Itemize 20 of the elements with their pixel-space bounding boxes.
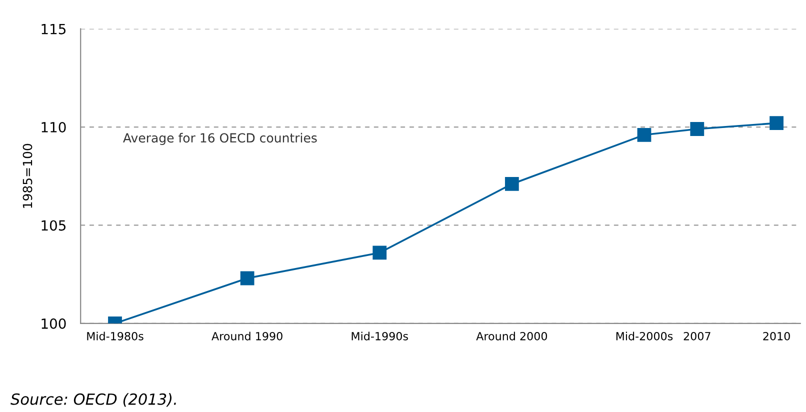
x-tick-label: 2007 — [684, 332, 710, 340]
x-tick-label: Around 1990 — [212, 332, 282, 340]
point — [770, 116, 784, 130]
x-tick-label: Mid-1990s — [352, 332, 408, 340]
y-axis-title: 1985=100 — [22, 144, 32, 208]
y-tick-label: 100 — [42, 318, 66, 329]
x-tick-label: Mid-2000s — [616, 332, 673, 340]
point — [690, 122, 704, 136]
point — [372, 246, 387, 260]
y-tick-label: 110 — [42, 122, 66, 133]
x-tick-label: Mid-1980s — [87, 332, 144, 340]
source-note: Source: OECD (2013). — [10, 393, 176, 407]
x-tick-label: 2010 — [763, 332, 790, 340]
text: Average for 16 OECD countries — [123, 132, 317, 146]
y-tick-label: 115 — [42, 24, 66, 34]
point — [637, 128, 652, 142]
point — [240, 271, 254, 286]
x-tick-label: Around 2000 — [476, 332, 548, 340]
y-tick-label: 105 — [42, 220, 66, 231]
point — [504, 177, 519, 191]
